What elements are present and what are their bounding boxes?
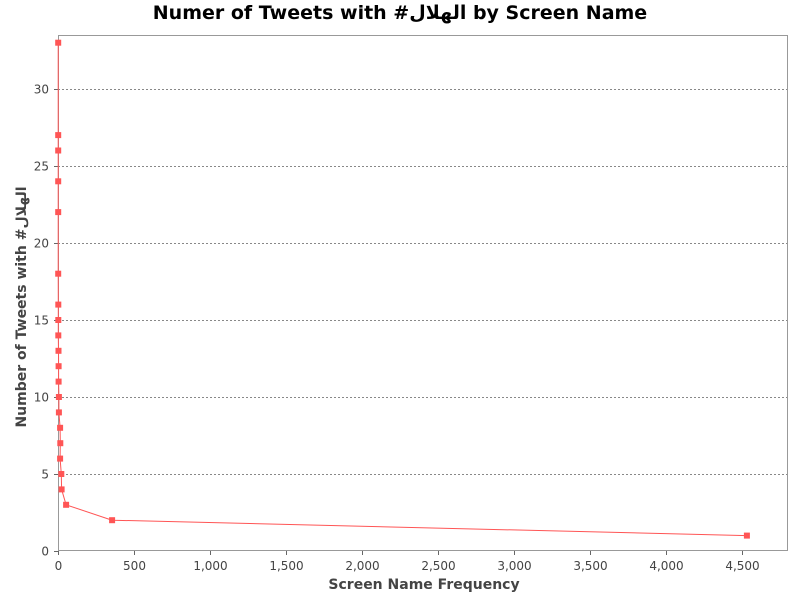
data-point (55, 39, 62, 46)
grid-lines (58, 89, 788, 475)
data-point (109, 517, 116, 524)
y-tick-label: 15 (34, 314, 49, 328)
x-tick-label: 1,500 (269, 559, 303, 573)
data-point (743, 532, 750, 539)
tick-labels: 0 5 10 15 20 25 30 0 500 1,000 1,500 2,000 2,500 3,00… (34, 83, 760, 574)
data-point (55, 347, 62, 354)
y-tick-label: 30 (34, 83, 49, 97)
x-tick-label: 4,500 (725, 559, 759, 573)
x-tick-label: 1,000 (193, 559, 227, 573)
data-point (55, 301, 62, 308)
data-point (57, 455, 64, 462)
series-line (57, 42, 747, 537)
x-tick-label: 3,000 (497, 559, 531, 573)
x-tick-label: 3,500 (573, 559, 607, 573)
y-tick-label: 20 (34, 237, 49, 251)
data-point (57, 424, 64, 431)
data-point (63, 501, 70, 508)
data-point (55, 317, 62, 323)
plot-border (58, 35, 788, 551)
data-point (55, 378, 62, 385)
x-axis-title: Screen Name Frequency (328, 577, 519, 593)
x-tick-label: 0 (55, 559, 63, 573)
y-tick-label: 0 (41, 545, 49, 559)
data-point (58, 486, 65, 493)
data-point (58, 471, 65, 477)
data-point (55, 147, 62, 154)
data-point (55, 394, 62, 400)
axes (54, 35, 788, 555)
data-series (55, 39, 750, 539)
y-tick-label: 10 (34, 391, 49, 405)
data-point (55, 178, 62, 185)
data-point (57, 440, 64, 447)
data-point (55, 363, 62, 370)
data-point (55, 409, 62, 416)
chart-title: Numer of Tweets with #الهلال by Screen N… (152, 2, 648, 24)
data-point (55, 270, 62, 277)
y-tick-label: 25 (34, 160, 49, 174)
x-tick-label: 4,000 (649, 559, 683, 573)
x-tick-label: 500 (123, 559, 146, 573)
y-tick-label: 5 (41, 468, 49, 482)
data-point (55, 332, 62, 339)
data-point (55, 209, 62, 216)
y-axis-title: Number of Tweets with #الهلال (14, 186, 30, 427)
x-tick-label: 2,000 (345, 559, 379, 573)
data-point (55, 132, 62, 139)
x-tick-label: 2,500 (421, 559, 455, 573)
